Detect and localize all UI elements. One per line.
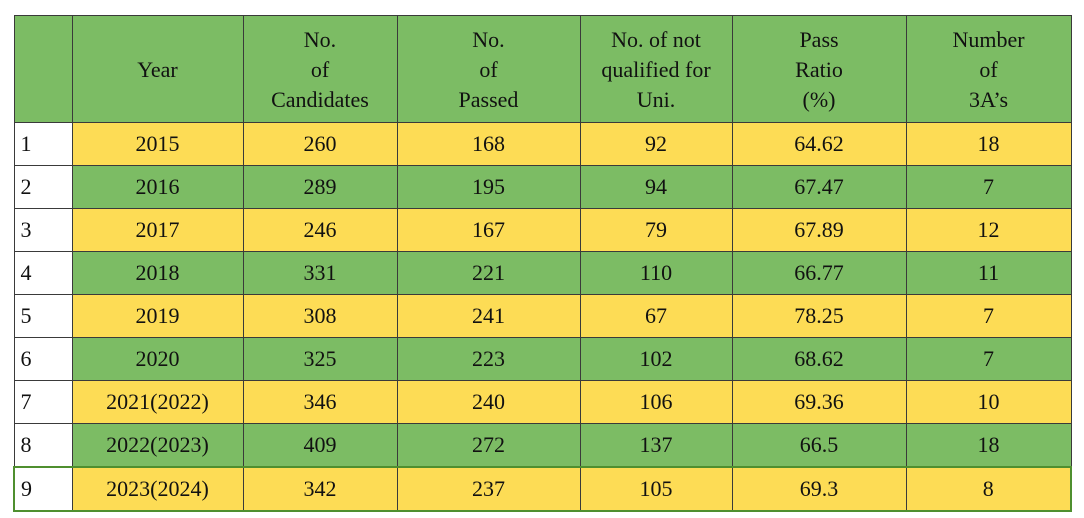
year-cell: 2022(2023)	[71, 423, 244, 468]
candidates-cell: 346	[242, 380, 398, 424]
year-cell: 2019	[71, 294, 244, 338]
row-index-cell: 2	[13, 165, 73, 209]
candidates-cell: 409	[242, 423, 398, 468]
passed-cell: 221	[396, 251, 581, 295]
table-row: 6 2020 325 223 102 68.62 7	[13, 337, 1072, 381]
pass-ratio-cell: 68.62	[731, 337, 907, 381]
candidates-cell: 289	[242, 165, 398, 209]
not-qualified-cell: 110	[579, 251, 733, 295]
three-as-cell: 7	[905, 337, 1072, 381]
year-cell: 2020	[71, 337, 244, 381]
header-passed: No. of Passed	[396, 15, 581, 123]
results-table: Year No. of Candidates No. of Passed No.…	[13, 15, 1072, 512]
year-cell: 2017	[71, 208, 244, 252]
table-row: 9 2023(2024) 342 237 105 69.3 8	[13, 466, 1072, 512]
passed-cell: 240	[396, 380, 581, 424]
header-index	[13, 15, 73, 123]
not-qualified-cell: 67	[579, 294, 733, 338]
candidates-cell: 260	[242, 122, 398, 166]
candidates-cell: 331	[242, 251, 398, 295]
not-qualified-cell: 106	[579, 380, 733, 424]
passed-cell: 272	[396, 423, 581, 468]
three-as-cell: 7	[905, 294, 1072, 338]
row-index-cell: 5	[13, 294, 73, 338]
header-three-as: Number of 3A’s	[905, 15, 1072, 123]
header-year: Year	[71, 15, 244, 123]
passed-cell: 237	[396, 466, 581, 512]
year-cell: 2023(2024)	[71, 466, 244, 512]
three-as-cell: 11	[905, 251, 1072, 295]
three-as-cell: 12	[905, 208, 1072, 252]
header-not-qualified: No. of not qualified for Uni.	[579, 15, 733, 123]
pass-ratio-cell: 66.5	[731, 423, 907, 468]
not-qualified-cell: 105	[579, 466, 733, 512]
candidates-cell: 308	[242, 294, 398, 338]
not-qualified-cell: 92	[579, 122, 733, 166]
passed-cell: 167	[396, 208, 581, 252]
table-row: 3 2017 246 167 79 67.89 12	[13, 208, 1072, 252]
pass-ratio-cell: 69.3	[731, 466, 907, 512]
table-row: 7 2021(2022) 346 240 106 69.36 10	[13, 380, 1072, 424]
candidates-cell: 342	[242, 466, 398, 512]
passed-cell: 223	[396, 337, 581, 381]
passed-cell: 195	[396, 165, 581, 209]
row-index-cell: 6	[13, 337, 73, 381]
pass-ratio-cell: 78.25	[731, 294, 907, 338]
table-row: 2 2016 289 195 94 67.47 7	[13, 165, 1072, 209]
pass-ratio-cell: 64.62	[731, 122, 907, 166]
pass-ratio-cell: 66.77	[731, 251, 907, 295]
row-index-cell: 8	[13, 423, 73, 468]
table-row: 8 2022(2023) 409 272 137 66.5 18	[13, 423, 1072, 468]
candidates-cell: 246	[242, 208, 398, 252]
passed-cell: 241	[396, 294, 581, 338]
not-qualified-cell: 79	[579, 208, 733, 252]
header-row: Year No. of Candidates No. of Passed No.…	[13, 15, 1072, 123]
row-index-cell: 1	[13, 122, 73, 166]
row-index-cell: 7	[13, 380, 73, 424]
three-as-cell: 18	[905, 122, 1072, 166]
not-qualified-cell: 94	[579, 165, 733, 209]
year-cell: 2018	[71, 251, 244, 295]
header-candidates: No. of Candidates	[242, 15, 398, 123]
three-as-cell: 8	[905, 466, 1072, 512]
pass-ratio-cell: 69.36	[731, 380, 907, 424]
three-as-cell: 18	[905, 423, 1072, 468]
pass-ratio-cell: 67.89	[731, 208, 907, 252]
table-row: 1 2015 260 168 92 64.62 18	[13, 122, 1072, 166]
passed-cell: 168	[396, 122, 581, 166]
three-as-cell: 7	[905, 165, 1072, 209]
row-index-cell: 3	[13, 208, 73, 252]
header-pass-ratio: Pass Ratio (%)	[731, 15, 907, 123]
candidates-cell: 325	[242, 337, 398, 381]
table-row: 5 2019 308 241 67 78.25 7	[13, 294, 1072, 338]
year-cell: 2016	[71, 165, 244, 209]
row-index-cell: 9	[13, 466, 73, 512]
row-index-cell: 4	[13, 251, 73, 295]
year-cell: 2015	[71, 122, 244, 166]
pass-ratio-cell: 67.47	[731, 165, 907, 209]
not-qualified-cell: 102	[579, 337, 733, 381]
three-as-cell: 10	[905, 380, 1072, 424]
not-qualified-cell: 137	[579, 423, 733, 468]
year-cell: 2021(2022)	[71, 380, 244, 424]
table-row: 4 2018 331 221 110 66.77 11	[13, 251, 1072, 295]
